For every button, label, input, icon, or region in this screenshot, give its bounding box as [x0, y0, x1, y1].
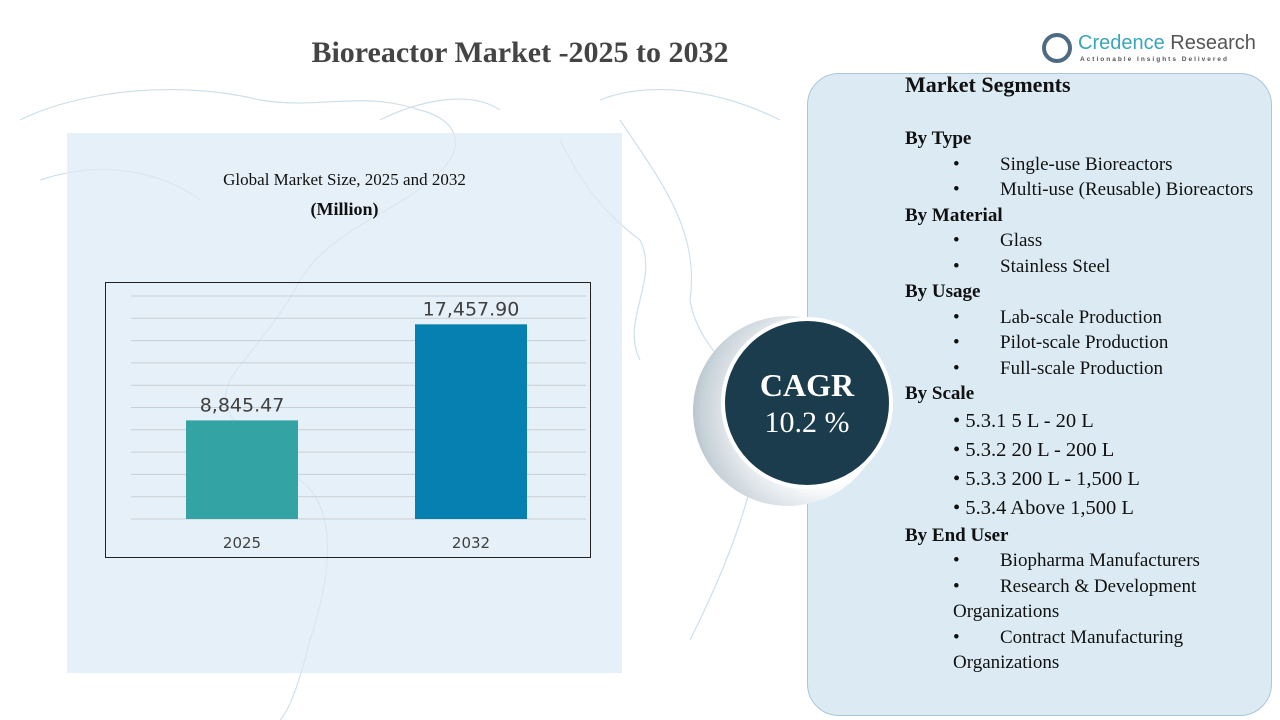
- segment-item-label: 5.3.4 Above 1,500 L: [965, 496, 1134, 519]
- segment-heading: By Type: [905, 128, 972, 149]
- bar-2032: [415, 324, 527, 519]
- segment-item-label: Single-use Bioreactors: [1000, 153, 1173, 175]
- segment-item-label: Pilot-scale Production: [1000, 332, 1169, 353]
- bullet: •: [953, 332, 960, 353]
- chart-panel: [67, 133, 622, 673]
- chart-unit: (Million): [310, 199, 379, 219]
- segment-heading: By Usage: [905, 281, 981, 302]
- segments-title: Market Segments: [905, 72, 1071, 97]
- logo-name-part1: Credence: [1078, 32, 1165, 54]
- segment-item: • Pilot-scale Production: [905, 330, 1265, 356]
- segment-heading: By End User: [905, 524, 1009, 546]
- segment-item: • 5.3.2 20 L - 200 L: [953, 438, 1115, 461]
- bar-2025: [186, 420, 298, 519]
- segment-item: • Single-use Bioreactors: [905, 152, 1265, 178]
- bullet: •: [953, 179, 960, 200]
- cagr-label: CAGR: [759, 367, 855, 403]
- segment-item-label: 5.3.3 200 L - 1,500 L: [965, 467, 1140, 490]
- credence-research-logo: Credence Research Actionable Insights De…: [1040, 30, 1260, 70]
- cagr-badge: CAGR 10.2 %: [721, 317, 893, 489]
- bullet: •: [953, 357, 960, 379]
- segment-item-label: Research & Development Organizations: [953, 575, 1197, 623]
- chart-title: Global Market Size, 2025 and 2032: [223, 170, 466, 189]
- bullet: •: [953, 626, 960, 648]
- data-label: 8,845.47: [200, 394, 285, 416]
- segment-heading: By Material: [905, 204, 1003, 226]
- segment-item: • Lab-scale Production: [905, 305, 1265, 331]
- segment-item-label: Contract Manufacturing Organizations: [953, 626, 1184, 674]
- logo-name: Credence Research: [1078, 32, 1256, 55]
- bar-chart-svg: 8,845.47 2025 17,457.90 2032: [131, 295, 586, 552]
- segment-item-label: Stainless Steel: [1000, 255, 1111, 277]
- x-tick-label: 2025: [223, 534, 261, 552]
- logo-name-part2: Research: [1164, 32, 1256, 54]
- cagr-value: 10.2 %: [764, 406, 850, 439]
- logo-tagline: Actionable Insights Delivered: [1080, 56, 1230, 63]
- segment-item-label: Lab-scale Production: [1000, 306, 1162, 328]
- segment-item: • 5.3.3 200 L - 1,500 L: [953, 467, 1140, 490]
- bullet: •: [953, 230, 960, 251]
- x-tick-label: 2032: [452, 534, 490, 552]
- page-title: Bioreactor Market -2025 to 2032: [311, 36, 729, 69]
- segment-item: • Glass: [905, 228, 1265, 254]
- segment-item-label: Biopharma Manufacturers: [1000, 550, 1200, 571]
- segment-item: • Full-scale Production: [905, 356, 1265, 382]
- bullet: •: [953, 255, 960, 277]
- segment-item: • Biopharma Manufacturers: [905, 548, 1265, 574]
- segment-item: • Research & Development Organizations: [905, 574, 1265, 625]
- market-segments: Market Segments By Type • Single-use Biore…: [905, 70, 1265, 676]
- segment-heading: By Scale: [905, 383, 975, 404]
- segment-item-label: Full-scale Production: [1000, 357, 1164, 379]
- segment-item: • 5.3.1 5 L - 20 L: [953, 409, 1094, 432]
- segment-item-label: 5.3.2 20 L - 200 L: [965, 438, 1115, 461]
- segment-item-label: Glass: [1000, 230, 1043, 251]
- segment-item: • Contract Manufacturing Organizations: [905, 625, 1265, 676]
- segment-item: • 5.3.4 Above 1,500 L: [953, 496, 1134, 519]
- bullet: •: [953, 575, 960, 597]
- segment-item: • Stainless Steel: [905, 254, 1265, 280]
- logo-chart-icon: [1042, 33, 1072, 63]
- bullet: •: [953, 153, 960, 175]
- segment-item-label: 5.3.1 5 L - 20 L: [965, 409, 1094, 432]
- bullet: •: [953, 306, 960, 328]
- segment-item-label: Multi-use (Reusable) Bioreactors: [1000, 179, 1254, 200]
- data-label: 17,457.90: [423, 298, 520, 320]
- segment-item: • Multi-use (Reusable) Bioreactors: [905, 177, 1265, 203]
- bullet: •: [953, 550, 960, 571]
- bar-chart: 8,845.47 2025 17,457.90 2032: [105, 282, 591, 558]
